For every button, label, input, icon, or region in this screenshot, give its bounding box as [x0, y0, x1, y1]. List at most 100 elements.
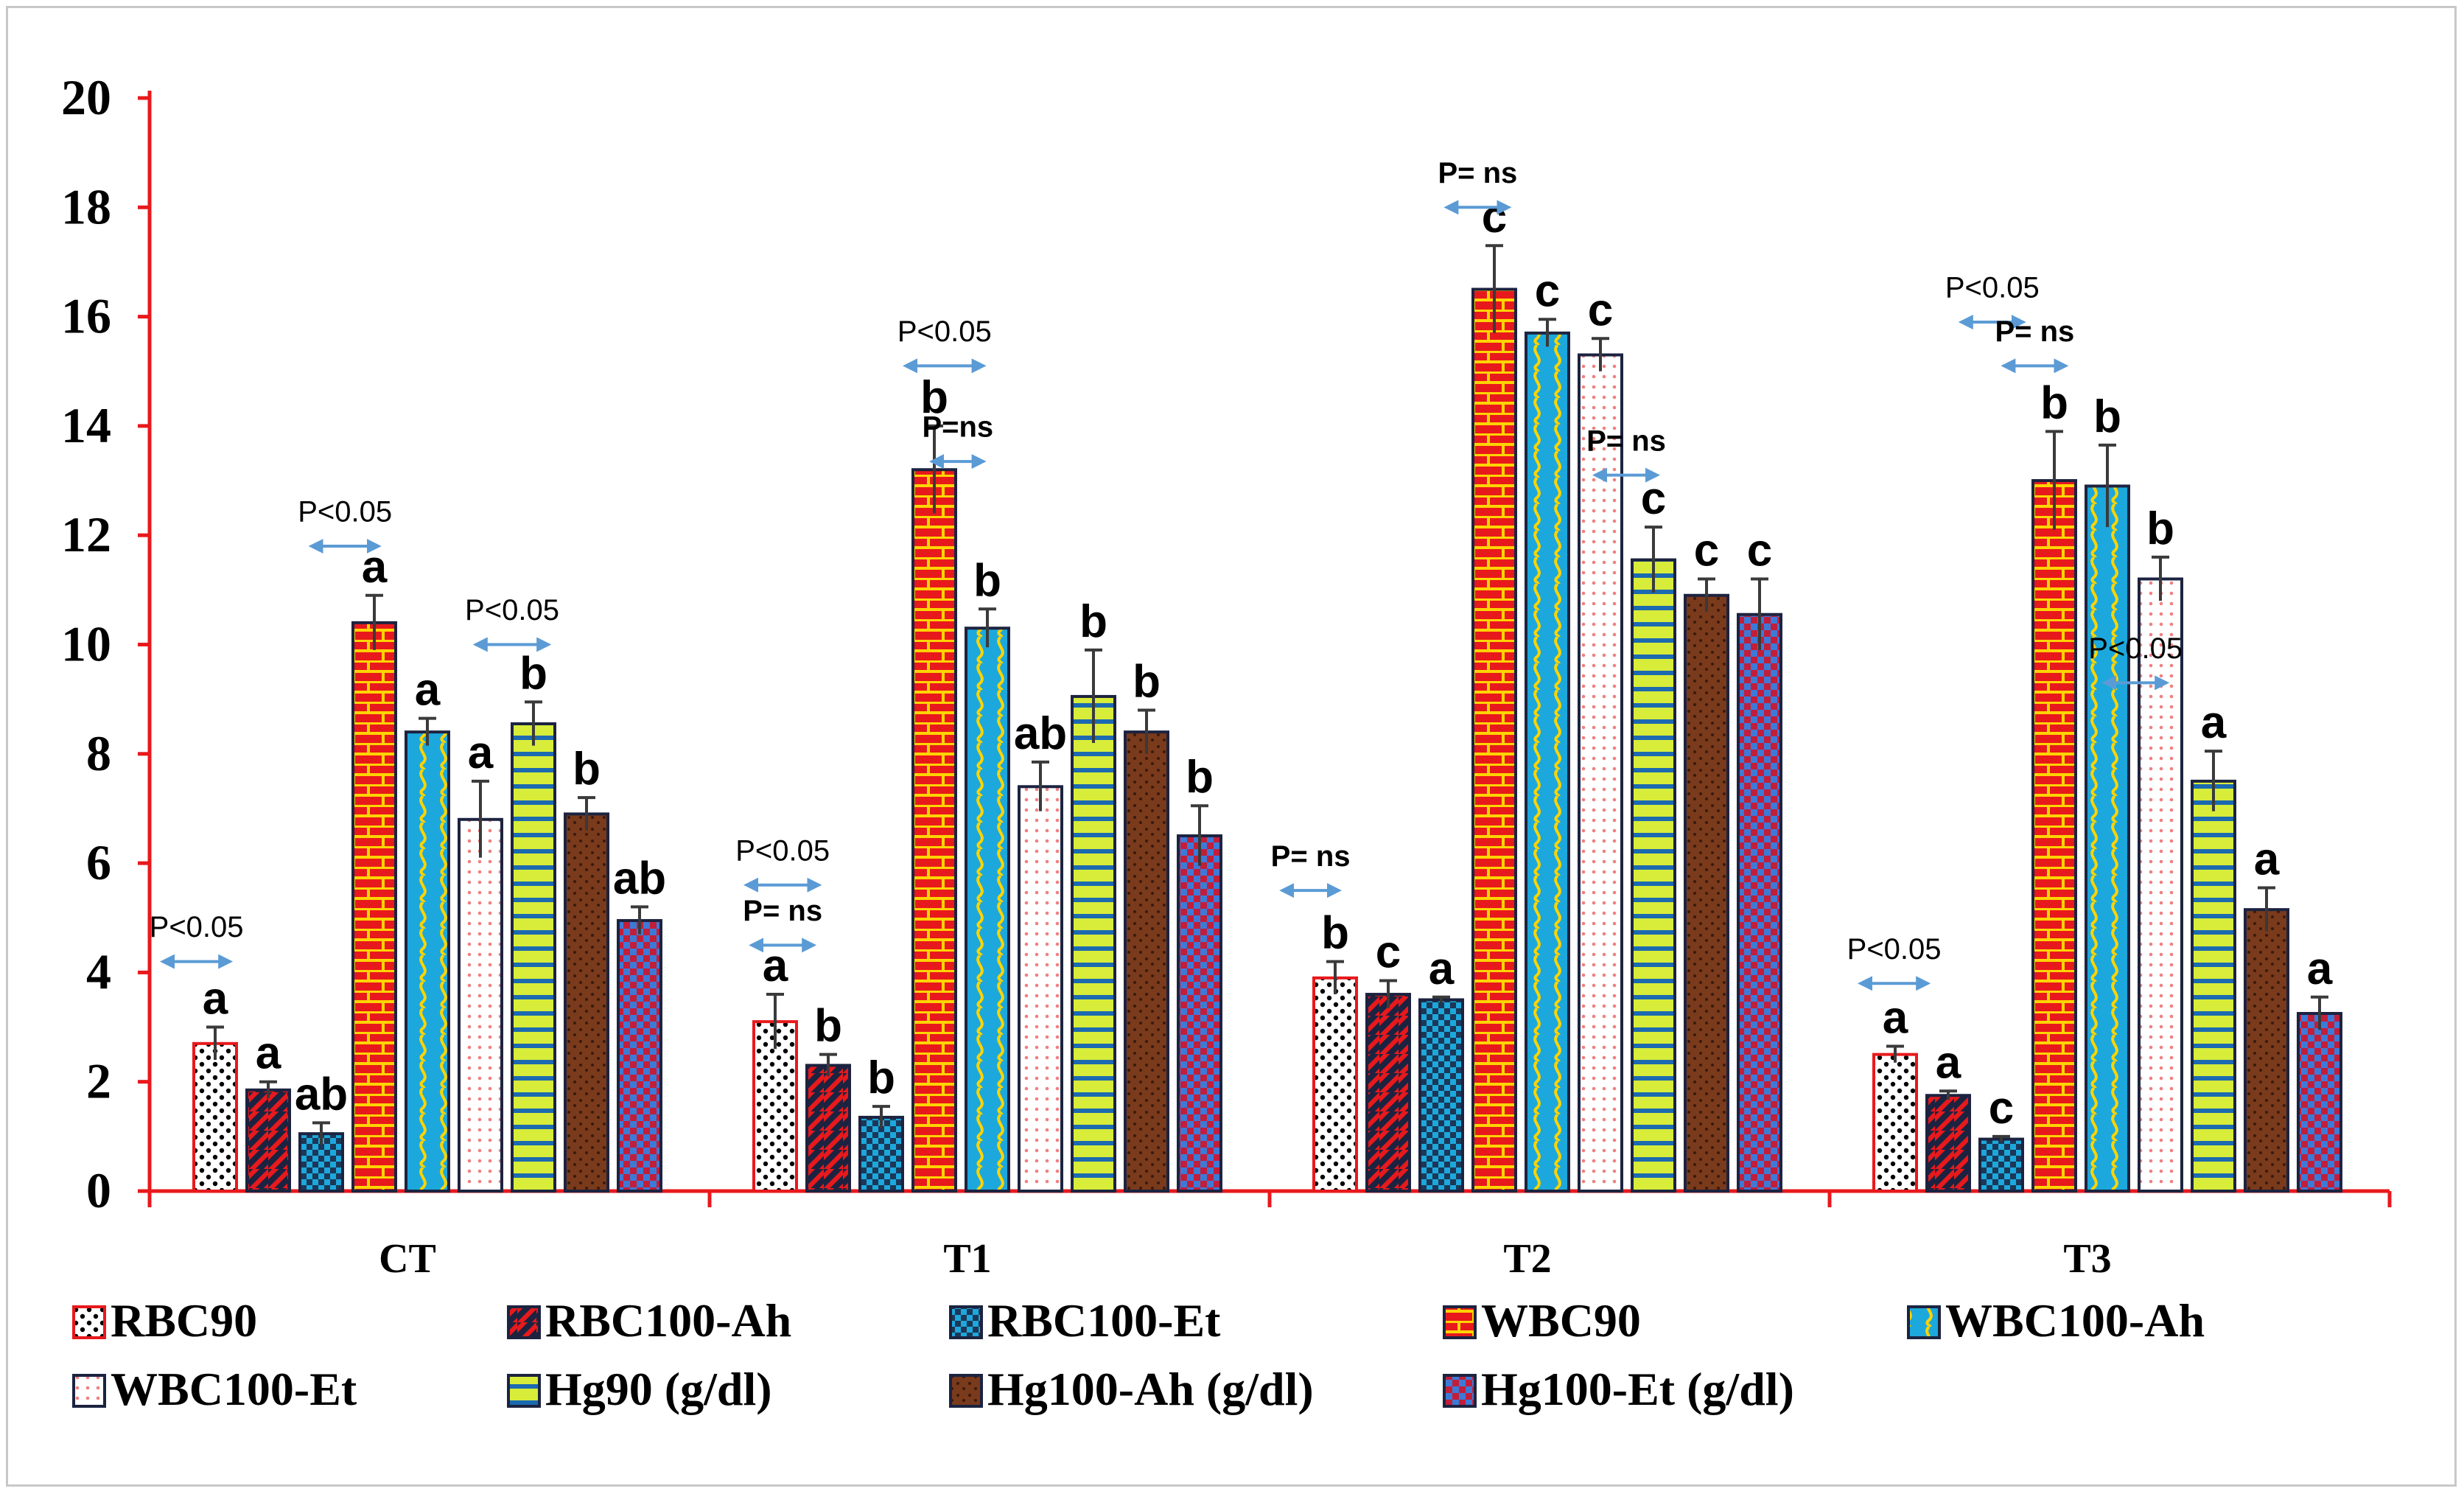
error-bar [2258, 886, 2275, 932]
bar [1071, 694, 1116, 1193]
p-value-label: P= ns [1438, 157, 1517, 189]
p-value-label: P= ns [1271, 840, 1351, 873]
legend-swatch [1443, 1305, 1477, 1339]
error-bar [979, 607, 996, 648]
bar [1525, 331, 1570, 1193]
significance-letter: b [519, 648, 547, 699]
bar [1177, 834, 1222, 1193]
significance-letter: ab [295, 1069, 348, 1120]
bar [458, 817, 503, 1193]
significance-letter: a [2307, 943, 2333, 994]
bar [192, 1041, 238, 1193]
bar [1631, 558, 1676, 1193]
significance-letter: c [1641, 473, 1666, 524]
y-tick-label: 2 [86, 1053, 111, 1109]
legend-label: WBC100-Ah [1945, 1294, 2205, 1347]
x-tick-label: T1 [943, 1236, 991, 1282]
legend-label: Hg100-Ah (g/dl) [987, 1363, 1314, 1415]
legend-label: Hg90 (g/dl) [545, 1363, 772, 1415]
bar [1418, 998, 1464, 1193]
legend: RBC90 RBC100-Ah RBC100-Et WBC90 WBC100-Ah WBC… [72, 1294, 2205, 1415]
p-value-label: P<0.05 [150, 911, 244, 943]
bar [858, 1115, 904, 1193]
significance-letter: b [973, 555, 1001, 606]
bar [1872, 1053, 1918, 1193]
error-bar [872, 1105, 890, 1128]
significance-letter: a [256, 1028, 281, 1079]
significance-letter: c [1588, 285, 1613, 335]
bar [1737, 612, 1782, 1193]
error-bar [1432, 995, 1450, 1003]
x-tick-label: T3 [2063, 1236, 2111, 1282]
error-bar [1539, 318, 1556, 347]
legend-swatch [72, 1374, 106, 1408]
legend-label: RBC100-Et [987, 1294, 1221, 1347]
bar [2297, 1012, 2342, 1193]
bar [2085, 484, 2130, 1193]
legend-label: WBC90 [1481, 1294, 1641, 1347]
significance-letter: c [1535, 265, 1560, 316]
legend-label: RBC100-Ah [545, 1294, 791, 1347]
error-bar [1138, 708, 1155, 754]
annotations: P<0.05 P<0.05 P<0.05 P<0.05 P= ns P<0.05 P=ns P… [150, 157, 2183, 991]
legend-swatch [1443, 1374, 1477, 1408]
error-bar [2311, 995, 2328, 1030]
significance-letter: ab [1014, 708, 1067, 759]
error-bar [525, 700, 542, 746]
y-tick-label: 8 [86, 725, 111, 781]
legend-swatch [1907, 1305, 1941, 1339]
bar [511, 722, 556, 1193]
y-tick-label: 12 [61, 506, 111, 562]
significance-letter: b [814, 1001, 842, 1052]
error-bar [1379, 979, 1397, 1008]
bar [351, 621, 397, 1193]
error-bar [925, 424, 943, 514]
error-bar [1698, 577, 1715, 612]
significance-letter: ab [613, 853, 666, 904]
bar [805, 1064, 851, 1193]
legend-swatch [507, 1374, 541, 1408]
error-bar [365, 593, 383, 650]
significance-letter: a [1429, 943, 1455, 994]
y-tick-label: 16 [61, 288, 111, 344]
bar [1578, 353, 1623, 1193]
significance-letter: b [2093, 391, 2121, 442]
bar [965, 626, 1010, 1193]
bar [1684, 593, 1729, 1193]
bar [617, 918, 662, 1193]
significance-letter: a [1883, 993, 1908, 1044]
y-tick-label: 4 [86, 943, 111, 999]
error-bar [631, 905, 648, 935]
legend-swatch [507, 1305, 541, 1339]
bar [564, 812, 609, 1193]
axes: 0 2 4 6 8 10 12 14 16 18 20 CT T1 T2 T3 [61, 69, 2392, 1282]
significance-letter: b [867, 1053, 895, 1103]
y-tick-label: 10 [61, 616, 111, 672]
significance-letter: a [2254, 834, 2280, 884]
significance-letter: b [920, 372, 948, 423]
legend-label: WBC100-Et [111, 1363, 357, 1415]
y-tick-label: 20 [61, 69, 111, 125]
bar [2244, 908, 2289, 1193]
bar [1471, 287, 1517, 1193]
p-value-label: P<0.05 [897, 315, 992, 348]
significance-letter: b [573, 744, 601, 795]
error-bar [1886, 1044, 1904, 1063]
legend-swatch [949, 1305, 983, 1339]
error-bar [766, 993, 784, 1050]
p-value-label: P<0.05 [1945, 272, 2040, 304]
significance-letter: b [1133, 656, 1161, 707]
y-tick-label: 14 [61, 397, 111, 453]
significance-letter: b [2040, 377, 2068, 428]
significance-letter: a [763, 940, 788, 991]
legend-swatch [72, 1305, 106, 1339]
p-value-label: P<0.05 [465, 594, 559, 626]
error-bar [1592, 337, 1609, 371]
significance-letter: b [2146, 503, 2174, 554]
error-bar [1992, 1134, 2010, 1142]
bar [2191, 779, 2236, 1193]
bar [911, 468, 957, 1193]
significance-letter: a [1936, 1037, 1961, 1088]
error-bar [1032, 760, 1049, 811]
